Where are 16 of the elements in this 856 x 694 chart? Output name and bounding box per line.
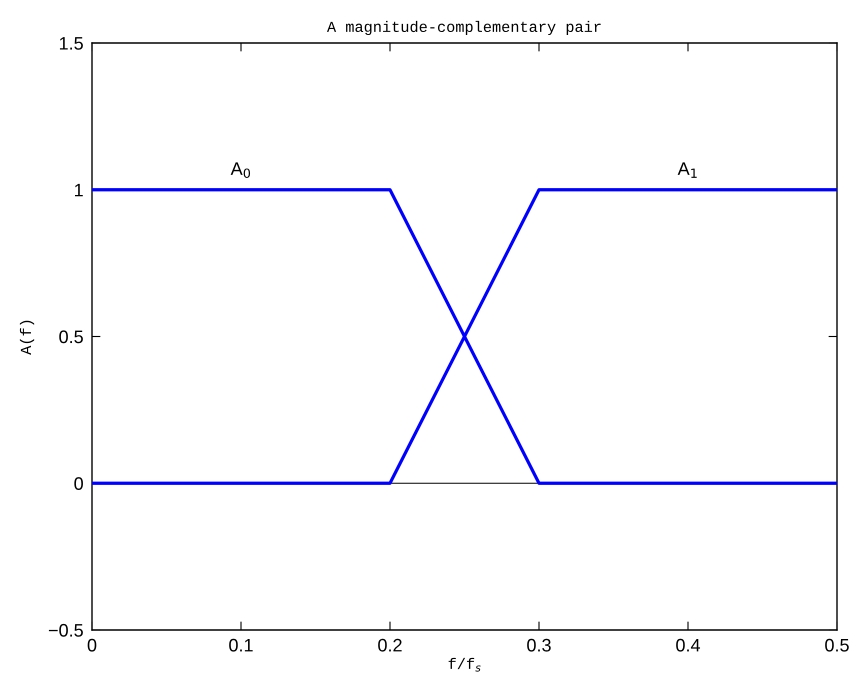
y-tick-label: 1 <box>75 184 83 196</box>
y-tick-label: 0.5 <box>59 330 83 344</box>
y-tick-label: −0.5 <box>48 624 83 637</box>
chart-title: A magnitude-complementary pair <box>326 20 601 36</box>
x-tick-label: 0.1 <box>229 638 253 652</box>
x-tick-label: 0.3 <box>527 638 551 652</box>
series-label: A$_{0}$ <box>230 162 250 178</box>
x-tick-label: 0.4 <box>676 638 700 652</box>
y-tick-label: 0 <box>74 477 83 490</box>
x-tick-label: 0.5 <box>825 638 849 652</box>
x-tick-label: 0.2 <box>378 638 402 652</box>
x-tick-label: 0 <box>88 638 96 652</box>
y-axis-title: A(f) <box>20 320 34 355</box>
x-axis-title: f/f$_{s}$ <box>448 658 481 672</box>
series-label: A$_{1}$ <box>678 162 697 178</box>
y-tick-label: 1.5 <box>60 37 83 50</box>
